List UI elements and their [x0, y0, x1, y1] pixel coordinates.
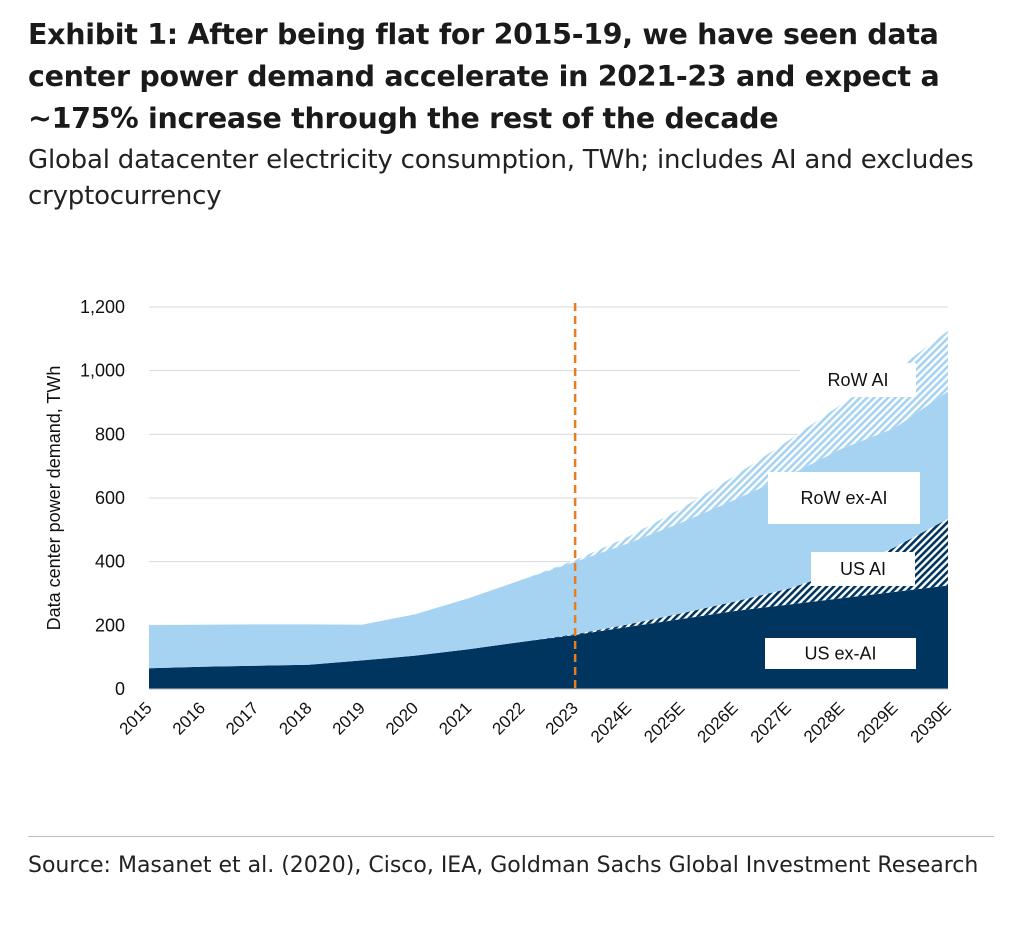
label-us-ai: US AI [811, 552, 915, 586]
x-tick-label-2020: 2020 [382, 698, 422, 738]
x-tick-label-2026E: 2026E [694, 698, 742, 746]
label-row-ai: RoW AI [800, 363, 916, 397]
x-tick-label-2022: 2022 [489, 698, 529, 738]
chart-subtitle: Global datacenter electricity consumptio… [28, 145, 974, 211]
stacked-area-chart: 2015 2016 2017 2018 2019 2020 2021 2022 2023 2024… [44, 297, 955, 747]
y-tick-label-200: 200 [95, 615, 125, 635]
x-tick-label-2027E: 2027E [747, 698, 795, 746]
x-tick-label-2024E: 2024E [587, 698, 635, 746]
y-tick-label-0: 0 [115, 679, 125, 699]
x-tick-label-2015: 2015 [116, 698, 156, 738]
area-us-ai [149, 518, 948, 669]
x-tick-label-2019: 2019 [329, 698, 369, 738]
area-row-ex-ai [149, 391, 948, 669]
x-tick-label-2023: 2023 [542, 698, 582, 738]
area-us-ex-ai [149, 585, 948, 689]
x-tick-label-2018: 2018 [275, 698, 315, 738]
x-tick-label-2025E: 2025E [640, 698, 688, 746]
y-tick-label-400: 400 [95, 552, 125, 572]
series-labels: US ex-AI US AI RoW ex-AI RoW AI [765, 363, 920, 669]
label-us-ai-text: US AI [840, 559, 886, 579]
x-tick-label-2030E: 2030E [907, 698, 955, 746]
label-row-ex-ai-box [768, 472, 920, 524]
area-layers [149, 330, 948, 689]
x-tick-label-2021: 2021 [435, 698, 475, 738]
y-tick-label-600: 600 [95, 488, 125, 508]
x-axis: 2015 2016 2017 2018 2019 2020 2021 2022 2023 2024… [116, 688, 955, 747]
y-tick-label-1000: 1,000 [80, 361, 125, 381]
y-axis: 0 200 400 600 800 1,000 1,200 [80, 297, 125, 699]
chart-title: Exhibit 1: After being flat for 2015-19,… [28, 18, 940, 135]
label-us-ex-ai: US ex-AI [765, 638, 916, 669]
x-tick-label-2016: 2016 [169, 698, 209, 738]
x-tick-label-2028E: 2028E [800, 698, 848, 746]
label-row-ex-ai-text: RoW ex-AI [800, 488, 887, 508]
divider [28, 836, 994, 837]
label-row-ex-ai: RoW ex-AI [768, 472, 920, 524]
x-tick-label-2017: 2017 [222, 698, 262, 738]
label-us-ai-box [811, 552, 915, 586]
x-tick-label-2029E: 2029E [853, 698, 901, 746]
y-tick-label-1200: 1,200 [80, 297, 125, 317]
label-us-ex-ai-text: US ex-AI [804, 644, 876, 664]
source-note: Source: Masanet et al. (2020), Cisco, IE… [28, 853, 979, 878]
y-tick-label-800: 800 [95, 424, 125, 444]
label-row-ai-box [800, 363, 916, 397]
label-row-ai-text: RoW AI [827, 370, 888, 390]
y-axis-label: Data center power demand, TWh [44, 366, 64, 631]
label-us-ex-ai-box [765, 638, 916, 669]
